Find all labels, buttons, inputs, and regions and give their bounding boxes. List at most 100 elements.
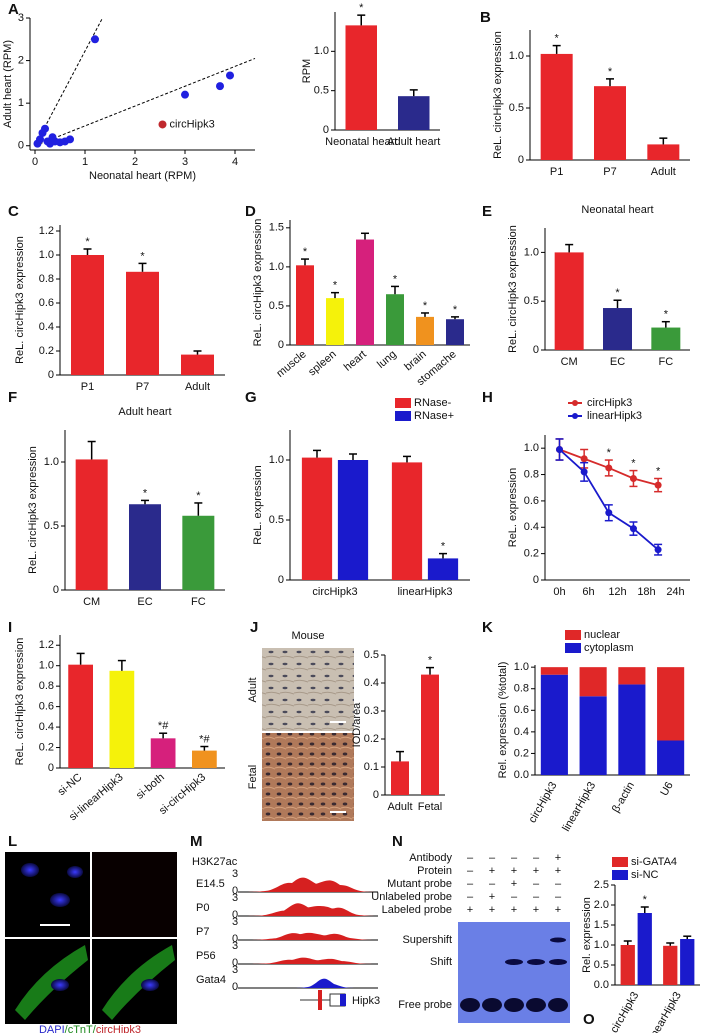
x-tick-label: 3: [182, 156, 188, 168]
panel-label: F: [8, 389, 17, 406]
lane-symbol: +: [511, 865, 517, 877]
track-scale: 0: [232, 957, 238, 969]
bar: [620, 945, 635, 985]
x-tick-label: Adult: [387, 801, 412, 813]
y-tick-label: 1.0: [524, 442, 539, 454]
bar: [182, 515, 215, 590]
y-tick-label: 0.2: [39, 345, 54, 357]
x-tick-label: circHipk3: [608, 990, 641, 1033]
y-tick-label: 1.5: [269, 222, 284, 234]
x-tick-label: CM: [561, 356, 578, 368]
point: [605, 509, 613, 517]
point: [605, 464, 613, 472]
y-tick-label: 0.4: [39, 721, 54, 733]
gene-mark: [318, 990, 322, 1010]
track-scale: 0: [232, 981, 238, 993]
band-label: Supershift: [402, 934, 452, 946]
point: [66, 135, 74, 144]
lane-symbol: +: [489, 904, 495, 916]
y-tick-label: 0.5: [269, 300, 284, 312]
panel-label: B: [480, 9, 491, 26]
y-tick-label: 1.0: [594, 939, 609, 951]
bar-segment: [657, 667, 685, 741]
fiber: [102, 945, 175, 1020]
x-tick-label: EC: [610, 356, 625, 368]
significance: *: [140, 250, 145, 262]
bar: [427, 558, 459, 580]
lane-symbol: –: [467, 891, 474, 903]
bar: [192, 750, 217, 768]
panel-label: O: [583, 1011, 595, 1028]
x-tick-label: spleen: [306, 348, 339, 378]
point: [91, 35, 99, 44]
y-tick-label: 0.4: [524, 521, 539, 533]
legend-swatch: [612, 857, 628, 867]
caption-part: DAPI: [39, 1024, 65, 1033]
point: [629, 475, 637, 482]
lane-symbol: +: [511, 904, 517, 916]
significance: *: [643, 894, 648, 906]
significance: *#: [199, 733, 210, 745]
y-tick-label: 0.5: [364, 649, 379, 661]
y-tick-label: 0: [518, 154, 524, 166]
track-scale: 0: [232, 909, 238, 921]
y-tick-label: 0: [18, 140, 24, 152]
y-tick-label: 1.0: [269, 454, 284, 466]
track-signal: [238, 932, 378, 940]
legend-swatch: [565, 630, 581, 640]
x-tick-label: FC: [658, 356, 673, 368]
caption: DAPI/cTnT/circHipk3: [39, 1024, 141, 1033]
bar: [421, 674, 439, 795]
bar-segment: [579, 667, 607, 697]
nucleus: [141, 979, 159, 991]
band: [527, 959, 545, 965]
x-tick-label: si-NC: [56, 771, 85, 798]
track-label: Gata4: [196, 974, 226, 986]
lane-symbol: –: [533, 852, 540, 864]
y-axis-label: ReL. expression: [252, 465, 264, 545]
x-tick-label: heart: [342, 348, 369, 373]
bar-segment: [618, 667, 646, 685]
lane-symbol: –: [555, 878, 562, 890]
y-tick-label: 1.0: [524, 246, 539, 258]
caption-part: /cTnT/: [65, 1024, 97, 1033]
significance: *: [303, 246, 308, 258]
significance: *: [664, 309, 669, 321]
y-tick-label: 1.2: [39, 639, 54, 651]
bar: [181, 354, 214, 375]
bar: [637, 913, 652, 985]
track-label: P7: [196, 926, 209, 938]
y-tick-label: 0.5: [269, 514, 284, 526]
bar: [651, 327, 681, 350]
x-tick-label: CM: [83, 596, 100, 608]
significance: *#: [158, 720, 169, 732]
significance: *: [615, 287, 620, 299]
bar: [386, 294, 404, 345]
significance: *: [333, 280, 338, 292]
track-signal: [238, 978, 378, 988]
bar: [345, 25, 377, 130]
significance: *: [656, 465, 661, 477]
y-tick-label: 0.6: [514, 704, 529, 716]
bar: [554, 252, 584, 350]
panel-label: D: [245, 203, 256, 220]
x-tick-label: P1: [81, 381, 94, 393]
x-tick-label: P7: [136, 381, 149, 393]
annotation: circHipk3: [170, 118, 215, 130]
bar: [71, 255, 104, 375]
point: [181, 90, 189, 99]
chart-title: Adult heart: [118, 406, 171, 418]
track-scale: 3: [232, 964, 238, 976]
x-tick-label: 4: [232, 156, 238, 168]
gene-label: Hipk3: [352, 995, 380, 1007]
y-tick-label: 0: [278, 339, 284, 351]
significance: *: [393, 273, 398, 285]
panel-label: C: [8, 203, 19, 220]
x-tick-label: 0h: [553, 586, 565, 598]
x-tick-label: U6: [658, 780, 675, 798]
x-tick-label: si-both: [134, 771, 167, 801]
band: [505, 959, 523, 965]
y-tick-label: 0.6: [524, 495, 539, 507]
band-label: Free probe: [398, 999, 452, 1011]
